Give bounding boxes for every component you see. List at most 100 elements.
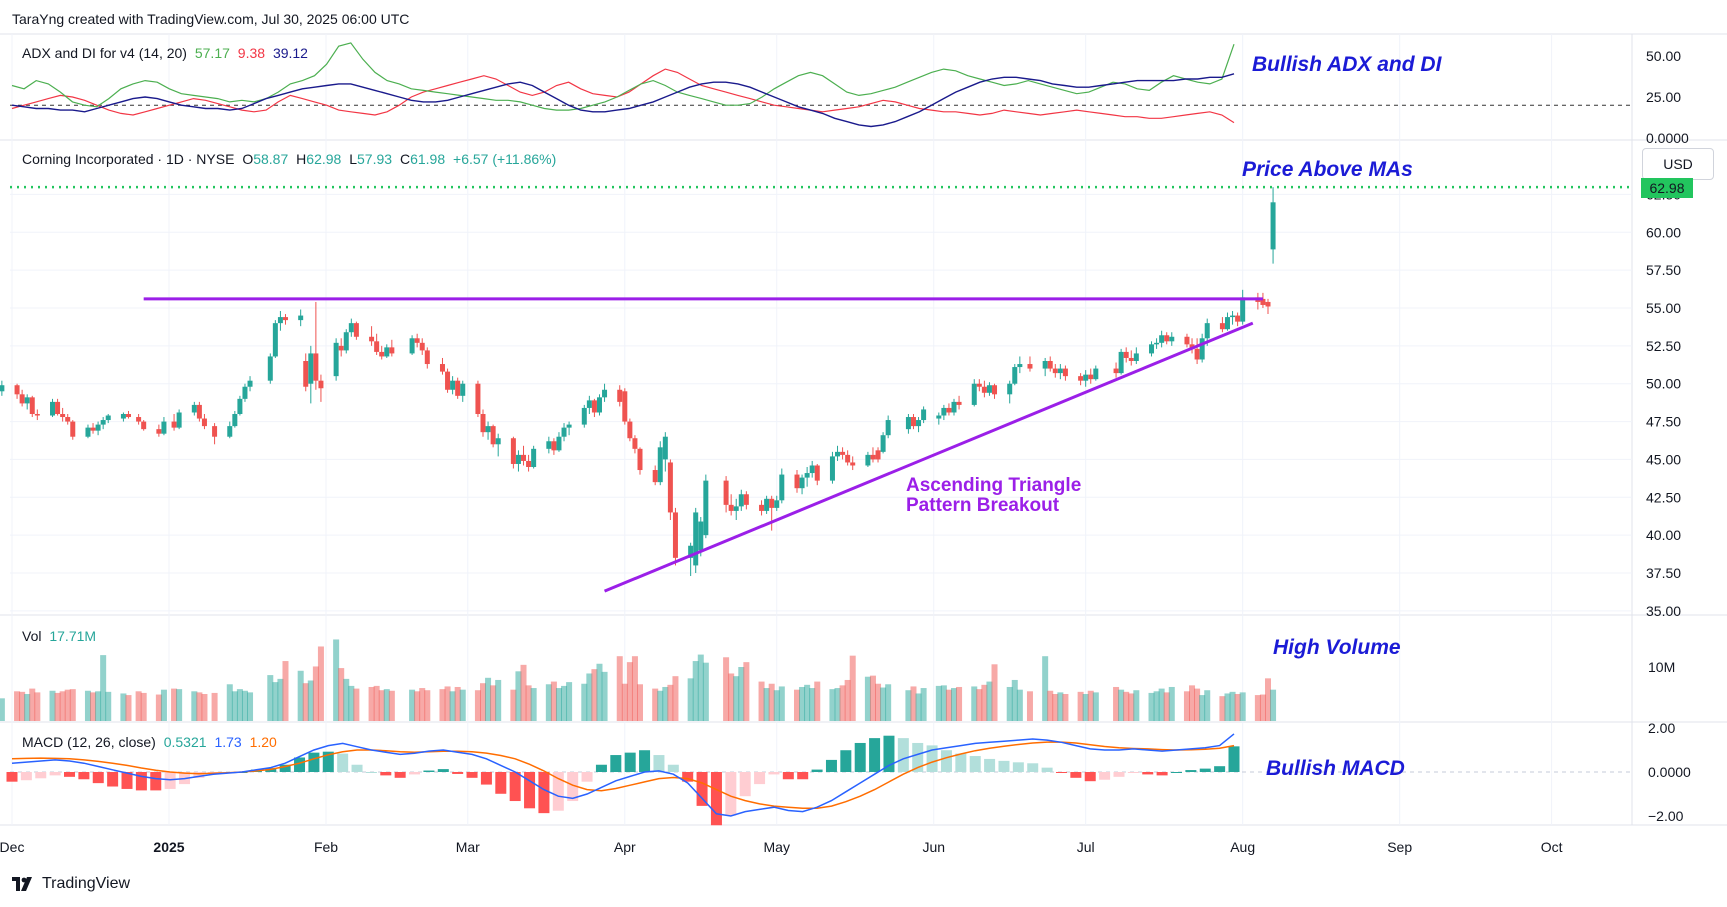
candle-body bbox=[829, 456, 835, 481]
volume-bar bbox=[768, 683, 775, 721]
macd-histogram-bar bbox=[940, 750, 952, 772]
price-tick-label: 40.00 bbox=[1646, 527, 1681, 543]
volume-bar bbox=[940, 685, 947, 721]
candle-body bbox=[1224, 317, 1230, 330]
candle-body bbox=[799, 477, 805, 489]
volume-bar bbox=[297, 670, 304, 721]
candle-body bbox=[445, 371, 451, 390]
tradingview-logo[interactable]: TradingView bbox=[12, 875, 130, 893]
candle-body bbox=[1240, 297, 1246, 322]
candle-body bbox=[120, 414, 126, 419]
volume-bar bbox=[844, 679, 851, 721]
macd-histogram-bar bbox=[797, 772, 809, 780]
volume-bar bbox=[773, 690, 780, 721]
candle-body bbox=[277, 317, 283, 324]
adx-tick-label: 50.00 bbox=[1646, 48, 1681, 64]
high-value: 62.98 bbox=[306, 151, 342, 167]
candle-body bbox=[1113, 368, 1119, 374]
volume-bar bbox=[24, 694, 31, 721]
x-tick-label: Aug bbox=[1230, 839, 1255, 855]
candle-body bbox=[475, 383, 481, 414]
volume-legend-name: Vol bbox=[22, 628, 42, 644]
volume-bar bbox=[875, 683, 882, 721]
volume-bar bbox=[758, 681, 765, 721]
candles bbox=[0, 187, 1276, 577]
candle-body bbox=[419, 342, 425, 351]
candle-body bbox=[232, 414, 238, 427]
candle-body bbox=[171, 421, 177, 428]
volume-bar bbox=[1189, 685, 1196, 721]
candle-body bbox=[693, 512, 699, 566]
di-plus-line bbox=[11, 42, 1235, 111]
macd-histogram-bar bbox=[308, 752, 320, 772]
volume-bar bbox=[799, 686, 806, 721]
volume-bar bbox=[945, 689, 952, 721]
candle-body bbox=[1088, 374, 1094, 380]
volume-bar bbox=[1204, 690, 1211, 721]
candle-body bbox=[885, 420, 891, 436]
candle-body bbox=[338, 345, 344, 351]
candle-body bbox=[19, 394, 25, 404]
gridlines bbox=[0, 33, 1727, 826]
candle-body bbox=[1093, 368, 1099, 380]
volume-bar bbox=[621, 683, 628, 721]
macd-tick-label: 2.00 bbox=[1648, 720, 1675, 736]
macd-histogram-bar bbox=[581, 772, 593, 782]
volume-bar bbox=[480, 683, 486, 721]
candle-body bbox=[1128, 357, 1134, 361]
candle-body bbox=[971, 383, 977, 405]
volume-bar bbox=[1265, 678, 1271, 721]
volume-bar bbox=[135, 691, 142, 721]
volume-bar bbox=[869, 675, 876, 721]
candle-body bbox=[272, 323, 278, 357]
candle-body bbox=[1230, 315, 1236, 318]
symbol-legend[interactable]: Corning Incorporated · 1D · NYSE O58.87 … bbox=[22, 151, 556, 167]
volume-bar bbox=[525, 685, 532, 721]
candle-body bbox=[480, 414, 486, 433]
candle-body bbox=[298, 315, 304, 321]
candle-body bbox=[490, 426, 496, 445]
candle-body bbox=[672, 512, 678, 558]
change-value: +6.57 (+11.86%) bbox=[453, 151, 557, 167]
candle-body bbox=[556, 436, 562, 451]
macd-histogram-bar bbox=[121, 772, 133, 789]
currency-button[interactable]: USD bbox=[1642, 148, 1714, 180]
macd-legend-hist: 0.5321 bbox=[163, 734, 207, 750]
volume-legend[interactable]: Vol 17.71M bbox=[22, 628, 96, 644]
macd-legend-name: MACD (12, 26, close) bbox=[22, 734, 156, 750]
volume-bar bbox=[814, 681, 821, 721]
macd-histogram-bar bbox=[610, 755, 622, 772]
volume-bar bbox=[373, 685, 380, 721]
candle-body bbox=[333, 342, 339, 377]
macd-histogram-bar bbox=[495, 772, 507, 794]
volume-bar bbox=[414, 691, 421, 721]
volume-bar bbox=[424, 690, 431, 721]
volume-bar bbox=[90, 692, 97, 721]
macd-tick-label: 0.0000 bbox=[1648, 764, 1691, 780]
adx-legend-diplus: 57.17 bbox=[194, 45, 230, 61]
macd-legend[interactable]: MACD (12, 26, close) 0.5321 1.73 1.20 bbox=[22, 734, 277, 750]
volume-bar bbox=[1128, 693, 1135, 721]
adx-legend[interactable]: ADX and DI for v4 (14, 20) 57.17 9.38 39… bbox=[22, 45, 308, 61]
adx-tick-label: 0.0000 bbox=[1646, 130, 1689, 146]
candle-body bbox=[875, 450, 881, 460]
candle-body bbox=[237, 398, 243, 414]
x-tick-label: Apr bbox=[614, 839, 636, 855]
macd-histogram-bar bbox=[984, 758, 996, 772]
macd-histogram-bar bbox=[854, 742, 866, 772]
candle-body bbox=[526, 460, 532, 467]
macd-histogram-bar bbox=[1199, 768, 1211, 772]
volume-bar bbox=[545, 684, 552, 721]
candle-body bbox=[1270, 202, 1276, 250]
candle-body bbox=[992, 385, 998, 395]
candle-body bbox=[201, 418, 207, 427]
volume-bar bbox=[54, 692, 61, 721]
open-label: O bbox=[242, 151, 254, 167]
volume-bar bbox=[555, 688, 562, 721]
volume-bar bbox=[125, 695, 132, 721]
adx-tick-label: 25.00 bbox=[1646, 89, 1681, 105]
volume-bar bbox=[444, 686, 451, 721]
volume-bar bbox=[839, 685, 846, 721]
candle-body bbox=[348, 323, 354, 333]
